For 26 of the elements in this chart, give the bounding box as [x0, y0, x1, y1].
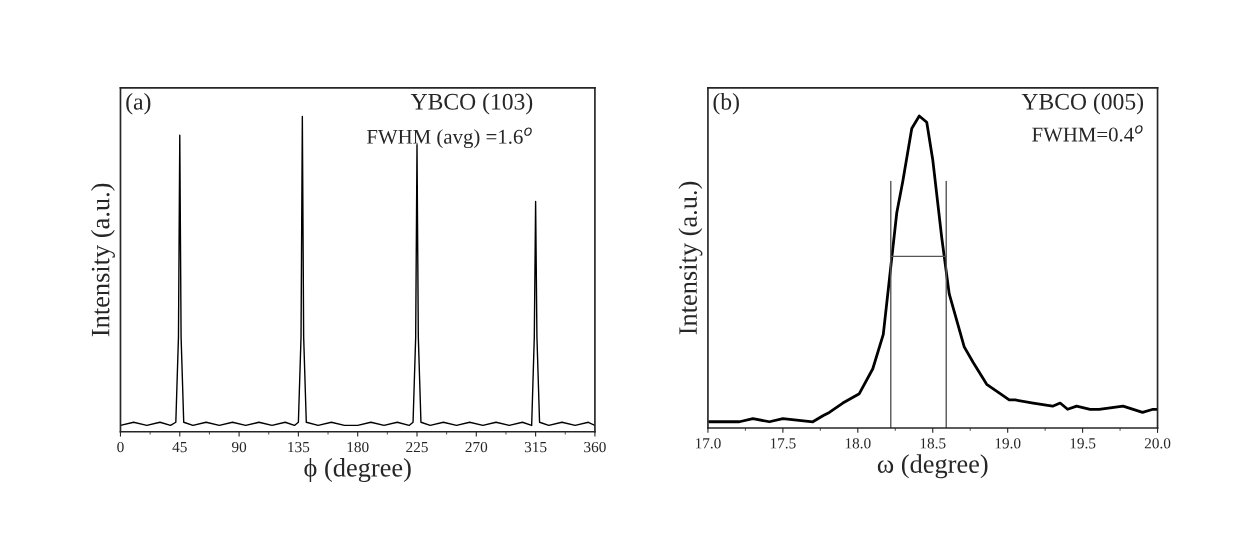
- x-tick-label: 135: [288, 441, 310, 453]
- text: YBCO (103): [410, 93, 533, 115]
- x-tick-label: 19.0: [995, 438, 1021, 449]
- annotation: FWHM (avg) =1.6$^{o}$: [366, 127, 532, 149]
- x-tick-label: 180: [347, 441, 369, 453]
- x-tick-label: 17.0: [695, 438, 721, 449]
- y-axis-title: Intensity (a.u.): [678, 181, 703, 335]
- x-tick-label: 18.0: [845, 438, 871, 449]
- x-axis-title: ϕ (degree): [304, 458, 411, 483]
- x-tick-label: 19.5: [1070, 438, 1096, 449]
- x-tick-label: 20.0: [1144, 438, 1171, 449]
- x-tick-label: 18.5: [920, 438, 946, 449]
- x-tick-label: 90: [231, 441, 247, 453]
- x-tick-label: 225: [406, 441, 428, 453]
- text: (a): [126, 93, 151, 115]
- y-axis-title: Intensity (a.u.): [90, 183, 115, 337]
- x-tick-label: 360: [584, 441, 606, 453]
- x-axis-title: ω (degree): [877, 454, 988, 479]
- x-tick-label: 270: [465, 441, 488, 453]
- x-tick-label: 45: [172, 442, 187, 453]
- x-tick-label: 315: [524, 441, 547, 453]
- annotation: FWHM=0.4$^{o}$: [1032, 125, 1143, 142]
- text: (b): [713, 93, 739, 115]
- text: YBCO (005): [1021, 93, 1144, 115]
- x-tick-label: 17.5: [770, 438, 796, 449]
- x-tick-label: 0: [117, 441, 124, 453]
